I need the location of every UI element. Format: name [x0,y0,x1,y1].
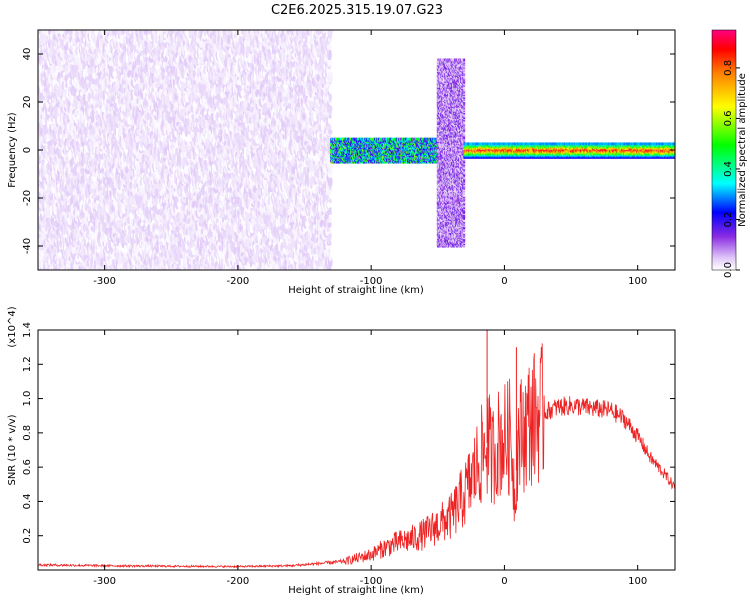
heatmap-cell [95,59,99,66]
heatmap-cell [160,190,164,197]
figure-title: C2E6.2025.315.19.07.G23 [271,3,443,18]
heatmap-cell [157,27,160,38]
heatmap-region-0 [35,26,333,275]
spectrogram-heatmap [35,26,675,275]
